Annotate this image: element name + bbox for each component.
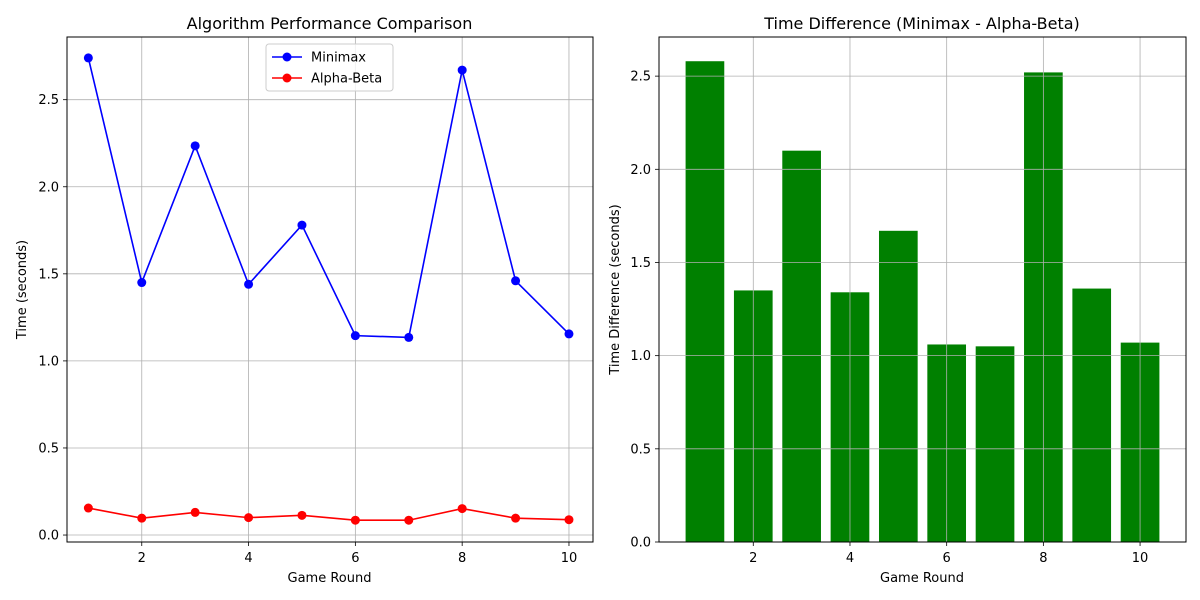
x-tick-label: 8 (458, 551, 466, 566)
y-tick-label: 0.0 (630, 536, 651, 551)
x-tick-label: 10 (561, 551, 578, 566)
line-chart-ylabel: Time (seconds) (15, 240, 30, 340)
x-tick-label: 4 (244, 551, 252, 566)
data-point (564, 515, 574, 525)
line-chart-grid (67, 37, 593, 542)
y-tick-label: 0.0 (38, 529, 59, 544)
line-chart-series (83, 53, 574, 525)
data-point (404, 515, 414, 525)
data-point (350, 515, 360, 525)
legend-minimax-marker (282, 52, 292, 62)
data-point (511, 513, 521, 523)
bar (975, 346, 1015, 542)
y-tick-label: 2.0 (38, 180, 59, 195)
x-tick-label: 10 (1132, 551, 1149, 566)
y-tick-label: 2.5 (38, 93, 59, 108)
line-chart-xlabel: Game Round (288, 571, 372, 586)
data-point (511, 276, 521, 286)
data-point (404, 332, 414, 342)
y-tick-label: 1.0 (630, 349, 651, 364)
data-point (244, 279, 254, 289)
y-tick-label: 1.5 (630, 256, 651, 271)
bar (782, 150, 821, 543)
series-line-alpha-beta (88, 507, 569, 522)
x-tick-label: 2 (138, 551, 146, 566)
legend-minimax-label: Minimax (311, 51, 366, 66)
legend-box (265, 43, 394, 92)
x-tick-label: 8 (1039, 551, 1047, 566)
x-tick-label: 6 (943, 551, 951, 566)
bar-chart-bars (685, 61, 1160, 543)
data-point (564, 329, 574, 339)
y-tick-label: 1.5 (38, 267, 59, 282)
x-tick-label: 4 (846, 551, 854, 566)
bar (1072, 288, 1112, 542)
data-point (137, 278, 147, 288)
y-tick-label: 0.5 (38, 441, 59, 456)
data-point (244, 513, 254, 523)
x-tick-label: 6 (351, 551, 359, 566)
bar-chart-xlabel: Game Round (880, 571, 964, 586)
data-point (297, 220, 307, 230)
bar-chart-grid (659, 37, 1186, 543)
line-chart-legend: Minimax Alpha-Beta (265, 43, 394, 92)
series-line-minimax (87, 57, 570, 339)
bar (878, 230, 918, 543)
data-point (457, 504, 467, 514)
legend-alphabeta-marker (282, 73, 292, 83)
data-point (83, 503, 93, 513)
bar-chart-frame (658, 36, 1187, 543)
line-chart: Algorithm Performance Comparison 2 4 6 8 10 0… (15, 14, 594, 586)
bar-chart-ylabel: Time Difference (seconds) (608, 204, 623, 375)
line-chart-frame (66, 36, 594, 543)
bar-chart-title: Time Difference (Minimax - Alpha-Beta) (763, 14, 1080, 33)
y-tick-label: 2.0 (630, 163, 651, 178)
line-chart-ticks: 2 4 6 8 10 0.0 0.5 1.0 1.5 2.0 2.5 (38, 93, 577, 566)
bar-chart: Time Difference (Minimax - Alpha-Beta) 2… (608, 14, 1187, 586)
data-point (190, 141, 200, 151)
data-point (297, 510, 307, 520)
y-tick-label: 2.5 (630, 70, 651, 85)
y-tick-label: 0.5 (630, 442, 651, 457)
data-point (350, 331, 360, 341)
line-chart-title: Algorithm Performance Comparison (187, 14, 473, 33)
y-tick-label: 1.0 (38, 354, 59, 369)
legend-alphabeta-label: Alpha-Beta (311, 72, 382, 87)
bar (685, 61, 725, 542)
data-point (190, 507, 200, 517)
x-tick-label: 2 (749, 551, 757, 566)
data-point (83, 53, 93, 63)
data-point (457, 65, 467, 75)
data-point (137, 513, 147, 523)
bar-chart-ticks: 2 4 6 8 10 0.0 0.5 1.0 1.5 2.0 2.5 (630, 70, 1148, 566)
